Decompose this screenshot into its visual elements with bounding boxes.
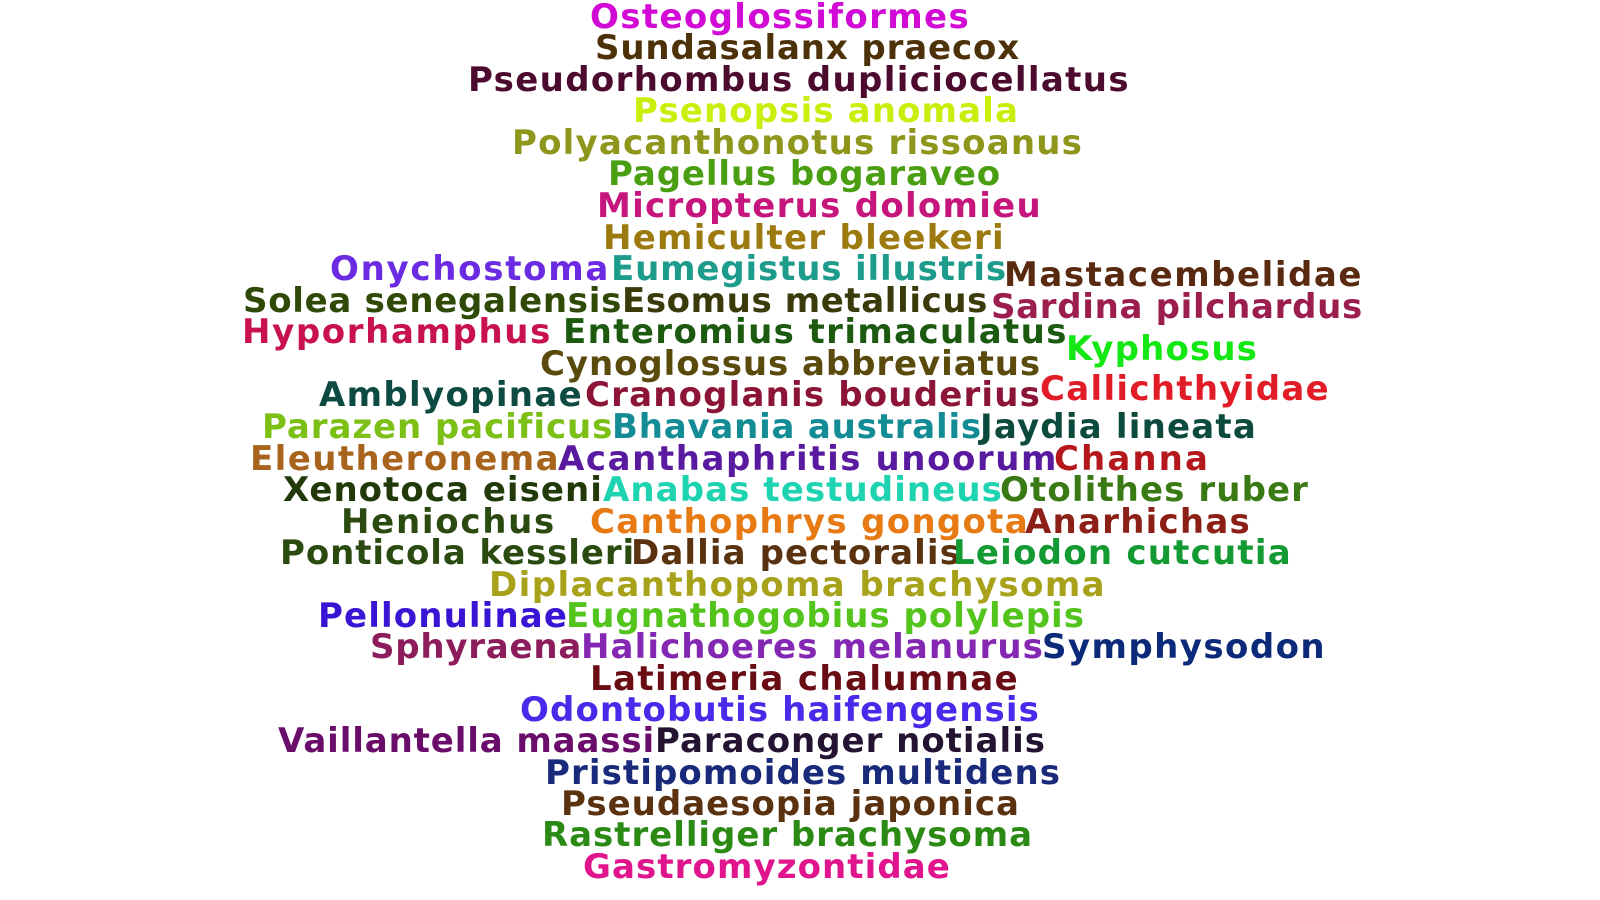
word-cloud-word: Eleutheronema bbox=[250, 439, 561, 479]
word-cloud-word: Ponticola kessleri bbox=[280, 533, 636, 573]
word-cloud-word: Pellonulinae bbox=[318, 596, 569, 636]
word-cloud-word: Hemiculter bleekeri bbox=[603, 218, 1005, 258]
word-cloud-word: Odontobutis haifengensis bbox=[520, 690, 1040, 730]
word-cloud-word: Anarhichas bbox=[1025, 502, 1252, 542]
word-cloud-word: Sardina pilchardus bbox=[991, 287, 1363, 327]
word-cloud-word: Vaillantella maassi bbox=[278, 721, 656, 761]
word-cloud-word: Esomus metallicus bbox=[622, 281, 988, 321]
word-cloud-word: Canthophrys gongota bbox=[590, 502, 1029, 542]
word-cloud-word: Anabas testudineus bbox=[603, 470, 1003, 510]
word-cloud-word: Sphyraena bbox=[370, 627, 583, 667]
word-cloud-word: Leiodon cutcutia bbox=[953, 533, 1292, 573]
word-cloud-word: Cynoglossus abbreviatus bbox=[540, 344, 1042, 384]
word-cloud-word: Pristipomoides multidens bbox=[545, 753, 1062, 793]
word-cloud-word: Osteoglossiformes bbox=[590, 0, 971, 37]
word-cloud-word: Dallia pectoralis bbox=[631, 533, 962, 573]
word-cloud-word: Sundasalanx praecox bbox=[595, 28, 1021, 68]
word-cloud-word: Rastrelliger brachysoma bbox=[542, 815, 1034, 855]
word-cloud-word: Micropterus dolomieu bbox=[597, 186, 1042, 226]
word-cloud-word: Jaydia lineata bbox=[980, 407, 1257, 447]
word-cloud-word: Xenotoca eiseni bbox=[283, 470, 603, 510]
word-cloud-word: Pagellus bogaraveo bbox=[608, 154, 1002, 194]
word-cloud-word: Acanthaphritis unoorum bbox=[558, 439, 1059, 479]
word-cloud-word: Solea senegalensis bbox=[243, 281, 623, 321]
word-cloud-word: Pseudaesopia japonica bbox=[561, 784, 1020, 824]
word-cloud-word: Diplacanthopoma brachysoma bbox=[489, 565, 1107, 605]
word-cloud-word: Parazen pacificus bbox=[262, 407, 614, 447]
word-cloud-word: Onychostoma bbox=[330, 249, 611, 289]
word-cloud-word: Halichoeres melanurus bbox=[581, 627, 1044, 667]
word-cloud-word: Gastromyzontidae bbox=[583, 847, 951, 887]
word-cloud-word: Latimeria chalumnae bbox=[590, 659, 1020, 699]
word-cloud-word: Bhavania australis bbox=[612, 407, 982, 447]
word-cloud-word: Psenopsis anomala bbox=[633, 91, 1020, 131]
word-cloud-word: Hyporhamphus bbox=[242, 312, 552, 352]
word-cloud-word: Paraconger notialis bbox=[655, 721, 1046, 761]
word-cloud-word: Amblyopinae bbox=[319, 375, 583, 415]
word-cloud-word: Channa bbox=[1054, 439, 1210, 479]
word-cloud-word: Otolithes ruber bbox=[1000, 470, 1310, 510]
word-cloud-word: Enteromius trimaculatus bbox=[563, 312, 1068, 352]
word-cloud-word: Eugnathogobius polylepis bbox=[566, 596, 1085, 636]
word-cloud-word: Callichthyidae bbox=[1040, 369, 1331, 409]
word-cloud-word: Mastacembelidae bbox=[1004, 255, 1363, 295]
word-cloud-word: Cranoglanis bouderius bbox=[585, 375, 1042, 415]
word-cloud-word: Heniochus bbox=[341, 502, 557, 542]
word-cloud-word: Pseudorhombus dupliciocellatus bbox=[468, 60, 1130, 100]
word-cloud-word: Kyphosus bbox=[1066, 329, 1259, 369]
word-cloud-word: Polyacanthonotus rissoanus bbox=[512, 123, 1084, 163]
word-cloud-word: Symphysodon bbox=[1042, 627, 1327, 667]
word-cloud-word: Eumegistus illustris bbox=[611, 249, 1007, 289]
